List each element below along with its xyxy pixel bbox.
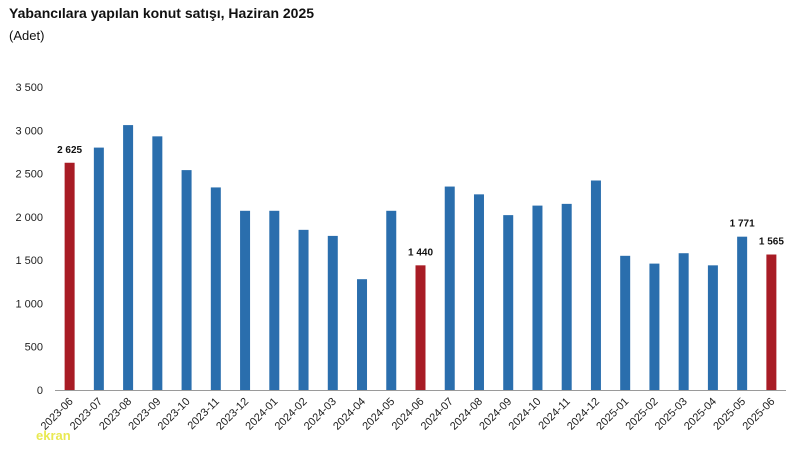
bar-2023-06 — [64, 162, 75, 390]
bar-2025-04 — [707, 265, 718, 390]
data-label: 1 440 — [408, 247, 433, 258]
bar-2024-09 — [503, 215, 514, 390]
bar-2024-11 — [561, 203, 572, 390]
bar-2023-09 — [152, 136, 163, 390]
watermark-logo: ekran — [36, 428, 71, 443]
bars — [64, 125, 777, 390]
bar-2024-02 — [298, 229, 309, 390]
y-tick-label: 1 500 — [15, 255, 43, 267]
y-tick-label: 0 — [37, 385, 43, 397]
y-tick-label: 3 000 — [15, 125, 43, 137]
bar-2025-03 — [678, 253, 689, 390]
bar-2024-05 — [386, 210, 397, 390]
bar-2024-06 — [415, 265, 426, 390]
data-labels: 2 625 1 440 1 771 1 565 — [57, 145, 784, 259]
y-tick-label: 2 000 — [15, 212, 43, 224]
bar-2023-12 — [240, 210, 251, 390]
x-tick-label: 2024-10 — [507, 396, 544, 433]
y-tick-label: 500 — [25, 342, 43, 354]
x-tick-label: 2023-10 — [156, 396, 193, 433]
x-tick-label: 2025-06 — [740, 396, 777, 433]
bar-2024-12 — [590, 180, 601, 390]
bar-2025-05 — [737, 236, 748, 390]
bar-2023-07 — [93, 147, 104, 390]
y-tick-label: 2 500 — [15, 169, 43, 181]
y-tick-label: 1 000 — [15, 298, 43, 310]
y-axis-ticks: 0 500 1 000 1 500 2 000 2 500 3 000 3 500 — [15, 82, 43, 397]
bar-2023-10 — [181, 170, 192, 390]
x-axis-ticks: 2023-062023-072023-082023-092023-102023-… — [39, 396, 778, 433]
bar-2024-01 — [269, 210, 280, 390]
bar-2023-08 — [123, 125, 134, 390]
bar-2024-03 — [327, 235, 338, 390]
chart-title: Yabancılara yapılan konut satışı, Hazira… — [9, 5, 315, 21]
bar-2025-02 — [649, 263, 660, 390]
chart-subtitle: (Adet) — [9, 28, 45, 43]
bar-2024-04 — [357, 279, 368, 390]
bar-2025-01 — [620, 255, 631, 390]
y-tick-label: 3 500 — [15, 82, 43, 94]
bar-2024-07 — [444, 186, 455, 390]
data-label: 2 625 — [57, 145, 82, 156]
bar-2024-10 — [532, 205, 543, 390]
bar-2024-08 — [473, 194, 484, 390]
data-label: 1 771 — [730, 219, 755, 230]
data-label: 1 565 — [759, 237, 784, 248]
bar-2023-11 — [210, 187, 221, 390]
bar-2025-06 — [766, 254, 777, 390]
